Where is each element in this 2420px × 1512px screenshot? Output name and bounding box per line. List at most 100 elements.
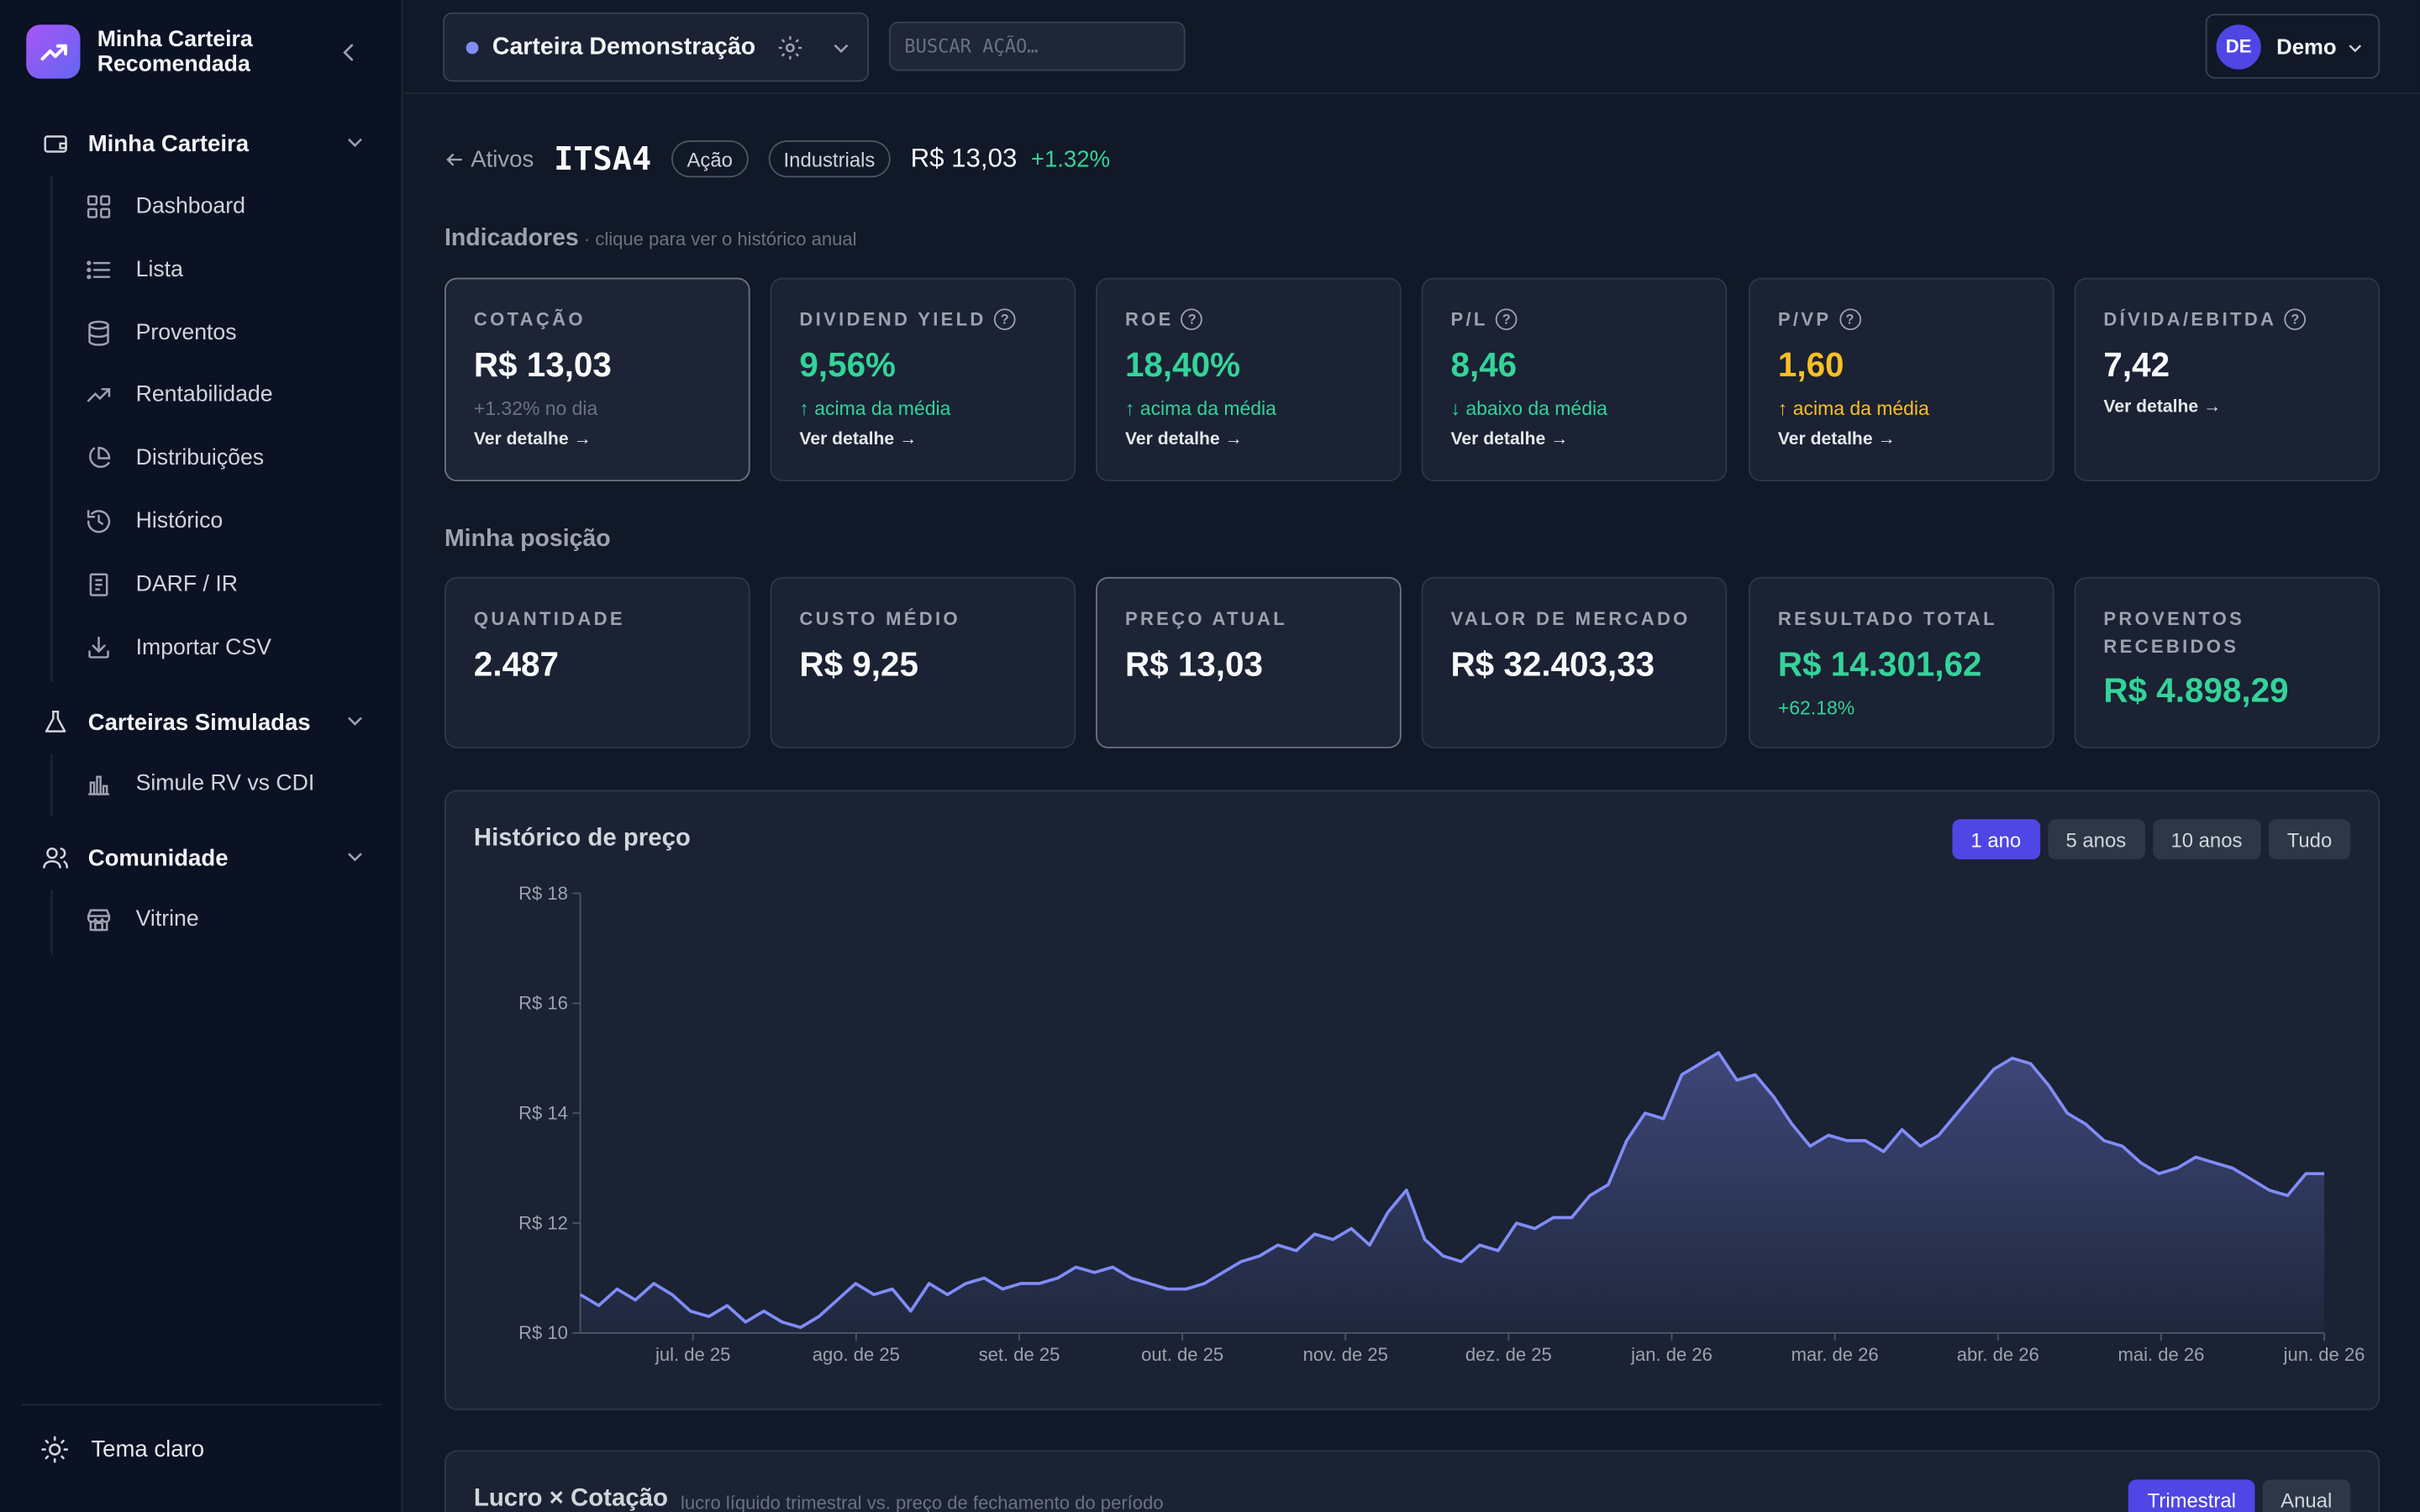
section-carteiras-simuladas[interactable]: Carteiras Simuladas [42, 704, 366, 741]
history-icon [87, 510, 111, 533]
section-label: Carteiras Simuladas [87, 708, 311, 736]
sidebar-item-label: Dashboard [135, 194, 245, 219]
indicator-note: ↑ acima da média [1777, 397, 1929, 420]
position-card: VALOR DE MERCADO R$ 32.403,33 [1421, 576, 1728, 748]
position-heading: Minha posição [444, 526, 611, 553]
arrow-left-icon [446, 153, 463, 165]
price-line [579, 1051, 2325, 1330]
indicator-detail-link[interactable]: Ver detalhe → [799, 430, 918, 449]
indicator-card[interactable]: COTAÇÃO R$ 13,03 +1.32% no dia Ver detalhe … [444, 277, 750, 482]
range-5-anos-button[interactable]: 5 anos [2047, 819, 2145, 860]
indicators-subtitle: · clique para ver o histórico anual [578, 228, 857, 250]
sidebar-item-label: Simule RV vs CDI [135, 771, 315, 796]
y-tick-label: R$ 14 [518, 1103, 568, 1124]
help-icon[interactable]: ? [1495, 308, 1518, 331]
sidebar-item-label: Vitrine [135, 906, 199, 932]
indicator-label-text: COTAÇÃO [473, 308, 586, 331]
indicator-detail-link[interactable]: Ver detalhe → [2103, 397, 2222, 417]
theme-toggle-label: Tema claro [91, 1436, 205, 1463]
sidebar-item-darf-ir[interactable]: DARF / IR [85, 568, 238, 601]
indicator-value: 1,60 [1777, 345, 1844, 385]
indicator-card[interactable]: DÍVIDA/EBITDA? 7,42 Ver detalhe → [2074, 277, 2381, 482]
sidebar-item-historico[interactable]: Histórico [85, 505, 223, 538]
chevron-down-icon [348, 717, 362, 726]
indicator-note: ↑ acima da média [1124, 397, 1276, 420]
help-icon[interactable]: ? [993, 308, 1016, 331]
x-tick-label: dez. de 25 [1465, 1344, 1552, 1365]
indicator-card[interactable]: P/VP? 1,60 ↑ acima da média Ver detalhe → [1748, 277, 2054, 482]
flask-icon [45, 710, 66, 732]
sidebar-item-distribuicoes[interactable]: Distribuições [85, 441, 264, 475]
indicator-detail-link[interactable]: Ver detalhe → [1777, 430, 1896, 449]
sidebar-item-simule-rv-cdi[interactable]: Simule RV vs CDI [85, 767, 314, 801]
y-tick-label: R$ 16 [518, 993, 568, 1014]
x-tick-label: jul. de 25 [655, 1344, 730, 1365]
indicator-detail-link[interactable]: Ver detalhe → [473, 430, 592, 449]
position-value: R$ 13,03 [1124, 644, 1263, 684]
position-card: PREÇO ATUAL R$ 13,03 [1096, 576, 1402, 748]
indicators-title: Indicadores [444, 225, 579, 252]
section-minha-carteira[interactable]: Minha Carteira [42, 125, 366, 162]
user-menu-button[interactable]: DE Demo [2205, 13, 2381, 79]
indicator-label-text: ROE [1124, 308, 1174, 331]
indicator-label-text: P/L [1450, 308, 1488, 331]
y-tick-label: R$ 12 [518, 1212, 568, 1233]
indicator-detail-link[interactable]: Ver detalhe → [1450, 430, 1569, 449]
help-icon[interactable]: ? [1839, 308, 1861, 331]
trending-up-icon [87, 388, 111, 402]
sidebar-item-dashboard[interactable]: Dashboard [85, 190, 245, 223]
indicator-label-text: DIVIDEND YIELD [799, 308, 986, 331]
back-to-assets-link[interactable]: Ativos [445, 146, 534, 172]
position-value: R$ 32.403,33 [1450, 644, 1655, 684]
theme-toggle-button[interactable]: Tema claro [40, 1435, 204, 1464]
x-tick-label: jun. de 26 [2283, 1344, 2365, 1365]
brand[interactable]: Minha Carteira Recomendada [26, 24, 297, 79]
indicator-label-text: P/VP [1777, 308, 1832, 331]
section-comunidade[interactable]: Comunidade [42, 839, 366, 876]
collapse-sidebar-icon[interactable] [336, 40, 360, 65]
indicator-label-text: DÍVIDA/EBITDA [2103, 308, 2277, 331]
gear-icon[interactable] [776, 34, 804, 61]
x-tick-label: set. de 25 [979, 1344, 1060, 1365]
asset-price: R$ 13,03 [910, 143, 1018, 173]
x-tick-label: jan. de 26 [1630, 1344, 1712, 1365]
nav-rail [50, 176, 53, 682]
y-tick-label: R$ 18 [518, 883, 568, 904]
sun-icon [41, 1436, 69, 1463]
list-icon [87, 260, 111, 280]
indicator-label: COTAÇÃO [474, 308, 586, 330]
sidebar-item-proventos[interactable]: Proventos [85, 317, 237, 350]
sidebar-item-rentabilidade[interactable]: Rentabilidade [85, 378, 273, 412]
indicator-label: DIVIDEND YIELD? [799, 308, 1016, 331]
sidebar-item-lista[interactable]: Lista [85, 253, 183, 286]
range-10-anos-button[interactable]: 10 anos [2152, 819, 2261, 860]
profit-vs-price-panel: Lucro × Cotação lucro líquido trimestral… [444, 1450, 2381, 1512]
help-icon[interactable]: ? [2284, 308, 2307, 331]
position-card: PROVENTOS RECEBIDOS R$ 4.898,29 [2074, 576, 2381, 748]
sidebar-item-vitrine[interactable]: Vitrine [85, 902, 199, 936]
range-anual-button[interactable]: Anual [2262, 1479, 2351, 1512]
range-tudo-button[interactable]: Tudo [2268, 819, 2351, 860]
position-label: PREÇO ATUAL [1124, 607, 1288, 630]
wallet-icon [44, 135, 67, 153]
indicators-heading: Indicadores · clique para ver o históric… [445, 225, 857, 253]
indicator-card[interactable]: P/L? 8,46 ↓ abaixo da média Ver detalhe → [1421, 277, 1728, 482]
help-icon[interactable]: ? [1181, 308, 1203, 331]
price-range-selector: 1 ano 5 anos 10 anos Tudo [1952, 819, 2351, 860]
indicator-card[interactable]: DIVIDEND YIELD? 9,56% ↑ acima da média Ver … [770, 277, 1076, 482]
range-trimestral-button[interactable]: Trimestral [2128, 1479, 2254, 1512]
sidebar-item-importar-csv[interactable]: Importar CSV [85, 631, 271, 664]
portfolio-name: Carteira Demonstração [492, 33, 756, 60]
sidebar-item-label: Lista [135, 257, 183, 283]
avatar: DE [2216, 24, 2261, 69]
indicator-card[interactable]: ROE? 18,40% ↑ acima da média Ver detalhe → [1096, 277, 1402, 482]
portfolio-select[interactable]: Carteira Demonstração [443, 12, 870, 82]
indicator-detail-link[interactable]: Ver detalhe → [1124, 430, 1243, 449]
sidebar: Minha Carteira Recomendada Minha Carteir… [0, 0, 403, 1512]
range-1-ano-button[interactable]: 1 ano [1952, 819, 2040, 860]
search-input[interactable] [904, 35, 1175, 57]
indicator-value: R$ 13,03 [473, 345, 612, 385]
indicator-value: 18,40% [1124, 345, 1241, 385]
indicator-label: P/VP? [1777, 308, 1861, 331]
back-label: Ativos [471, 145, 534, 172]
